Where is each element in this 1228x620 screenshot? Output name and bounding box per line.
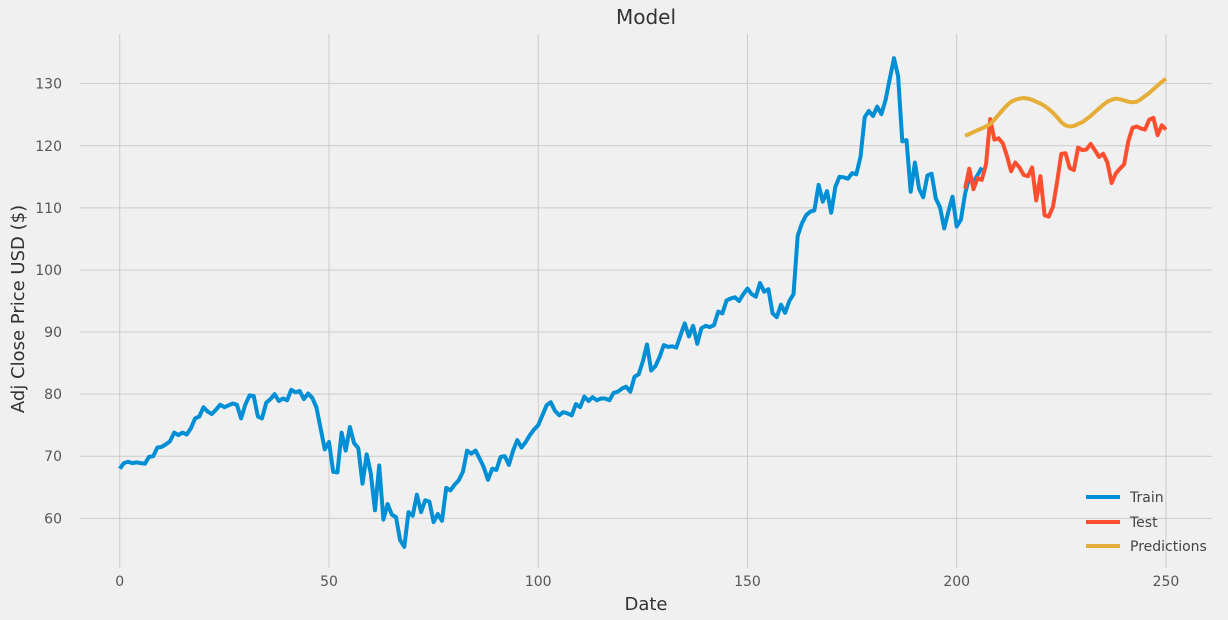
grid [80, 34, 1212, 568]
y-tick-label: 100 [35, 263, 62, 279]
x-tick-label: 0 [115, 574, 124, 590]
x-tick-label: 150 [734, 574, 761, 590]
legend: Train Test Predictions [1086, 490, 1207, 555]
tick-labels: 0 50 100 150 200 250 60 70 80 90 100 110 120 130 [35, 77, 1179, 590]
chart-title: Model [616, 5, 676, 29]
y-tick-label: 90 [44, 325, 62, 341]
y-tick-label: 80 [44, 387, 62, 403]
y-tick-label: 70 [44, 449, 62, 465]
y-tick-label: 110 [35, 201, 62, 217]
y-tick-label: 120 [35, 139, 62, 155]
y-tick-label: 60 [44, 511, 62, 527]
x-axis-title: Date [624, 594, 667, 615]
y-axis-title: Adj Close Price USD ($) [8, 205, 29, 413]
y-tick-label: 130 [35, 77, 62, 93]
legend-label-predictions: Predictions [1130, 539, 1207, 555]
series-line-test [963, 115, 1168, 219]
x-tick-label: 50 [320, 574, 338, 590]
series-line-predictions [964, 77, 1168, 138]
x-tick-label: 100 [525, 574, 552, 590]
legend-label-train: Train [1129, 490, 1164, 506]
x-tick-label: 250 [1153, 574, 1180, 590]
legend-label-test: Test [1129, 515, 1158, 531]
series-line-train [118, 56, 984, 549]
x-tick-label: 200 [943, 574, 970, 590]
series-lines [118, 56, 1168, 549]
